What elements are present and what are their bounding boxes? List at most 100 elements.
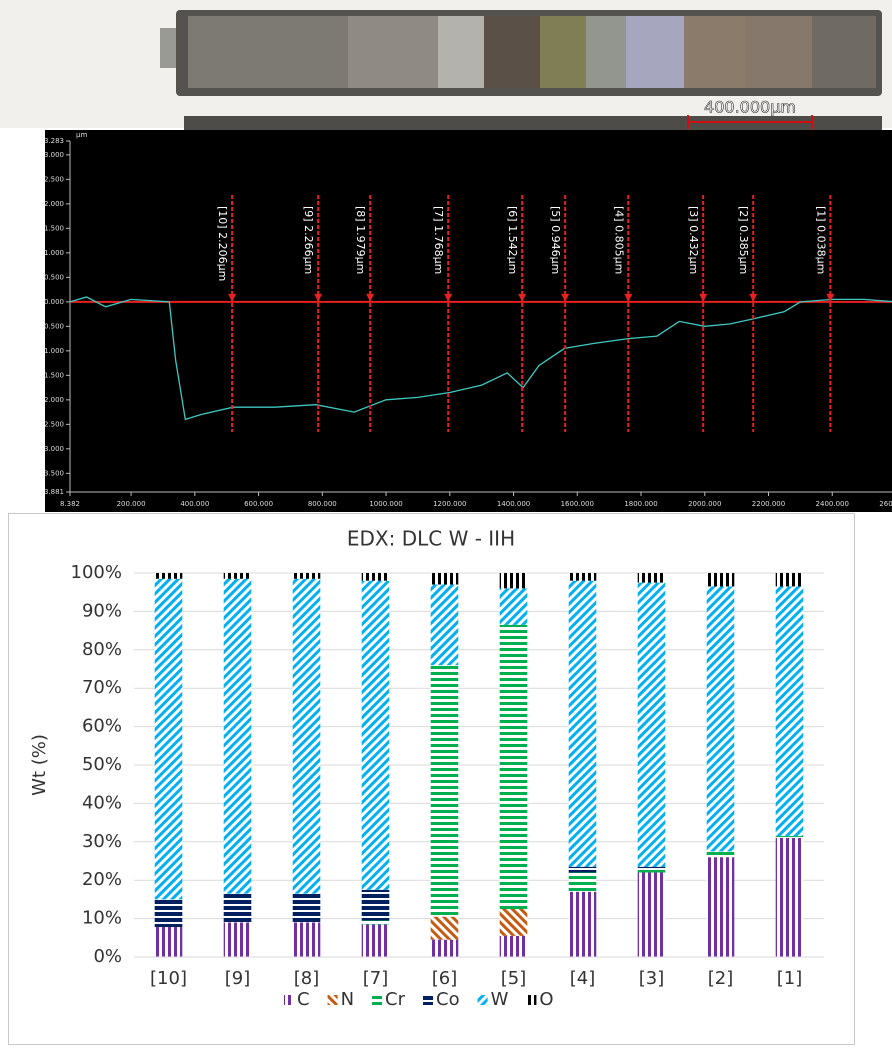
marker-arrow bbox=[444, 293, 453, 302]
marker-label: [8] 1.979µm bbox=[354, 206, 367, 274]
y-tick-label: -3.881 bbox=[41, 488, 64, 496]
y-tick-label: 50% bbox=[82, 754, 122, 775]
bar-segment bbox=[292, 578, 321, 894]
bar-segment bbox=[568, 872, 597, 892]
marker-arrow bbox=[314, 293, 323, 302]
chart-title: EDX: DLC W - IIH bbox=[347, 527, 515, 551]
legend-swatch bbox=[477, 995, 488, 1005]
bar-segment bbox=[637, 582, 666, 867]
x-tick-label: 200.000 bbox=[117, 500, 146, 508]
bar-segment bbox=[706, 573, 735, 587]
marker-label: [4] 0.805µm bbox=[612, 206, 625, 274]
y-tick-label: 3.000 bbox=[44, 151, 64, 159]
bar-segment bbox=[568, 580, 597, 867]
x-tick-label: 1800.000 bbox=[624, 500, 657, 508]
x-tick-label: 8.382 bbox=[60, 500, 80, 508]
y-tick-label: 20% bbox=[82, 869, 122, 890]
bar-segment bbox=[775, 837, 804, 957]
bar-segment bbox=[223, 578, 252, 894]
y-tick-label: 3.283 bbox=[44, 137, 64, 145]
legend-swatch bbox=[284, 995, 294, 1005]
x-tick-label: [2] bbox=[708, 968, 734, 989]
bar-segment bbox=[154, 578, 183, 900]
legend-swatch bbox=[372, 995, 383, 1005]
bar-segment bbox=[775, 573, 804, 587]
y-tick-label: -0.500 bbox=[41, 322, 64, 330]
x-tick-label: 2000.000 bbox=[688, 500, 721, 508]
x-tick-label: 2400.000 bbox=[816, 500, 849, 508]
bar-chart: EDX: DLC W - IIH Wt (%) 0% 10% 20% 30% 40% 50… bbox=[29, 527, 824, 1010]
marker-label: [6] 1.542µm bbox=[506, 206, 519, 274]
bar-segment bbox=[154, 927, 183, 957]
bar-segment bbox=[361, 580, 390, 890]
y-tick-label: 1.500 bbox=[44, 224, 64, 232]
bar-segment bbox=[361, 924, 390, 957]
bar-segment bbox=[292, 573, 321, 579]
marker-arrow bbox=[366, 293, 375, 302]
marker-arrow bbox=[518, 293, 527, 302]
legend-label: O bbox=[539, 989, 553, 1010]
marker-arrow bbox=[228, 293, 237, 302]
bar-segment bbox=[154, 573, 183, 579]
marker-arrow bbox=[749, 293, 758, 302]
x-tick-label: 600.000 bbox=[244, 500, 273, 508]
y-tick-label: 30% bbox=[82, 831, 122, 852]
x-tick-label: [9] bbox=[225, 968, 251, 989]
bar-segment bbox=[430, 584, 459, 666]
legend-swatch bbox=[526, 995, 537, 1005]
x-tick-label: 400.000 bbox=[180, 500, 209, 508]
bar-segment bbox=[637, 573, 666, 583]
legend-label: Co bbox=[436, 989, 460, 1010]
bar-segment bbox=[568, 573, 597, 581]
bar-segment bbox=[223, 922, 252, 957]
scale-label: 400.000µm bbox=[704, 98, 796, 117]
legend-label: N bbox=[341, 989, 354, 1010]
y-unit: µm bbox=[76, 131, 87, 139]
bar-segment bbox=[499, 588, 528, 625]
profile-background bbox=[45, 130, 892, 512]
x-tick-label: 1200.000 bbox=[433, 500, 466, 508]
y-tick-label: 0.000 bbox=[44, 298, 64, 306]
bar-segment bbox=[292, 922, 321, 957]
micrograph: 400.000µm bbox=[0, 0, 892, 130]
x-tick-label: 1600.000 bbox=[561, 500, 594, 508]
legend-label: W bbox=[491, 989, 509, 1010]
y-tick-label: 1.000 bbox=[44, 249, 64, 257]
y-axis-label: Wt (%) bbox=[29, 734, 50, 796]
bar-segment bbox=[775, 836, 804, 838]
bar-segment bbox=[292, 893, 321, 923]
bar-segment bbox=[706, 586, 735, 852]
marker-label: [2] 0.385µm bbox=[737, 206, 750, 274]
marker-arrow bbox=[699, 293, 708, 302]
bar-segment bbox=[706, 857, 735, 957]
marker-arrow bbox=[624, 293, 633, 302]
y-tick-label: 2.000 bbox=[44, 200, 64, 208]
bar-segment bbox=[499, 624, 528, 909]
legend-label: C bbox=[297, 989, 310, 1010]
y-tick-label: 100% bbox=[71, 562, 122, 583]
bar-segment bbox=[499, 573, 528, 589]
bar-segment bbox=[637, 866, 666, 869]
x-tick-label: [1] bbox=[777, 968, 803, 989]
x-tick-label: 2600.000 bbox=[879, 500, 892, 508]
x-tick-label: [8] bbox=[294, 968, 320, 989]
bar-segment bbox=[430, 916, 459, 940]
x-tick-label: 800.000 bbox=[308, 500, 337, 508]
bar-segment bbox=[499, 909, 528, 936]
bar-segment bbox=[361, 573, 390, 581]
y-tick-label: 80% bbox=[82, 639, 122, 660]
legend-swatch bbox=[423, 995, 434, 1005]
x-tick-label: 1400.000 bbox=[497, 500, 530, 508]
bar-segment bbox=[706, 851, 735, 858]
marker-label: [10] 2.206µm bbox=[216, 206, 229, 281]
profile-line bbox=[69, 296, 892, 421]
marker-label: [3] 0.432µm bbox=[687, 206, 700, 274]
y-tick-label: -2.500 bbox=[41, 420, 64, 428]
y-tick-label: 70% bbox=[82, 677, 122, 698]
profile-chart: µm 3.283 3.000 2.500 2.000 1.500 1.000 0.500 0.0… bbox=[41, 131, 892, 508]
legend-label: Cr bbox=[385, 989, 406, 1010]
bar-segment bbox=[568, 891, 597, 957]
marker-label: [5] 0.946µm bbox=[549, 206, 562, 274]
